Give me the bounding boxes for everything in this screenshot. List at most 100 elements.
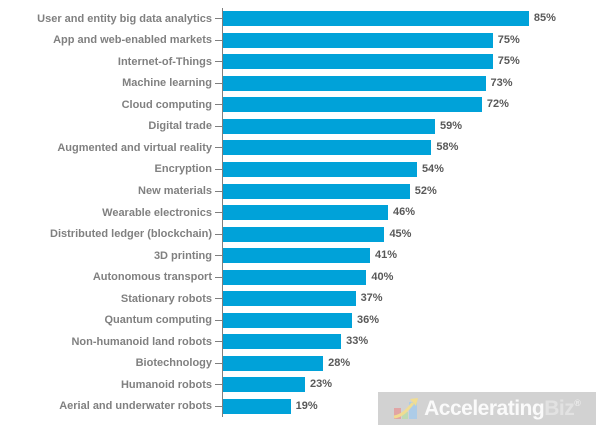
registered-trademark-symbol: ® xyxy=(574,398,581,408)
bar xyxy=(222,32,493,48)
watermark-text-accelerating: Accelerating xyxy=(424,397,545,420)
value-label: 85% xyxy=(533,12,556,25)
category-label: Digital trade xyxy=(148,120,212,133)
category-label: Internet-of-Things xyxy=(117,55,212,68)
chart-row: Aerial and underwater robots 19% xyxy=(0,396,592,418)
bar xyxy=(222,291,356,307)
bar-area: 33% xyxy=(222,334,583,350)
bar-area: 40% xyxy=(222,269,583,285)
bar-area: 36% xyxy=(222,312,583,328)
chart-row: Internet-of-Things 75% xyxy=(0,51,592,73)
bar xyxy=(222,54,493,70)
bar-area: 58% xyxy=(222,140,583,156)
axis-tick-mark xyxy=(215,168,222,170)
axis-tick-mark xyxy=(215,298,222,300)
value-label: 19% xyxy=(295,399,318,412)
chart-row: Humanoid robots 23% xyxy=(0,374,592,396)
category-label: User and entity big data analytics xyxy=(37,12,212,25)
axis-tick-mark xyxy=(215,233,222,235)
axis-tick-mark xyxy=(215,82,222,84)
axis-tick-mark xyxy=(215,212,222,214)
bar-area: 75% xyxy=(222,32,583,48)
category-label: Aerial and underwater robots xyxy=(59,400,212,413)
bar xyxy=(222,355,324,371)
bar-area: 37% xyxy=(222,291,583,307)
bar xyxy=(222,205,389,221)
category-label: Humanoid robots xyxy=(120,378,212,391)
value-label: 23% xyxy=(310,378,333,391)
category-label: Distributed ledger (blockchain) xyxy=(50,228,212,241)
bar xyxy=(222,97,482,113)
watermark-text-biz: Biz xyxy=(544,397,575,420)
bar-area: 75% xyxy=(222,54,583,70)
chart-row: Autonomous transport 40% xyxy=(0,266,592,288)
chart-row: Stationary robots 37% xyxy=(0,288,592,310)
category-label: Machine learning xyxy=(122,77,212,90)
chart-row: Non-humanoid land robots 33% xyxy=(0,331,592,353)
bar xyxy=(222,398,291,414)
category-label: Quantum computing xyxy=(104,314,212,327)
chart-row: Augmented and virtual reality 58% xyxy=(0,137,592,159)
category-label: Stationary robots xyxy=(120,292,212,305)
chart-row: Machine learning 73% xyxy=(0,73,592,95)
y-axis-line xyxy=(222,8,223,417)
axis-tick-mark xyxy=(215,147,222,149)
axis-tick-mark xyxy=(215,18,222,20)
value-label: 73% xyxy=(490,76,513,89)
category-label: Wearable electronics xyxy=(102,206,212,219)
chart-row: New materials 52% xyxy=(0,180,592,202)
category-label: Augmented and virtual reality xyxy=(57,141,212,154)
value-label: 46% xyxy=(393,206,416,219)
bar xyxy=(222,11,529,27)
axis-tick-mark xyxy=(215,362,222,364)
axis-tick-mark xyxy=(215,341,222,343)
bar xyxy=(222,183,410,199)
chart-row: Cloud computing 72% xyxy=(0,94,592,116)
axis-tick-mark xyxy=(215,405,222,407)
axis-tick-mark xyxy=(215,61,222,63)
value-label: 36% xyxy=(356,313,379,326)
bar-area: 52% xyxy=(222,183,583,199)
bar-area: 46% xyxy=(222,205,583,221)
category-label: Cloud computing xyxy=(121,98,212,111)
value-label: 59% xyxy=(439,119,463,132)
axis-tick-mark xyxy=(215,255,222,257)
bar-area: 41% xyxy=(222,248,583,264)
category-label: Biotechnology xyxy=(135,357,212,370)
value-label: 75% xyxy=(497,33,520,46)
bar-area: 85% xyxy=(222,11,583,27)
chart-row: Biotechnology 28% xyxy=(0,353,592,375)
value-label: 58% xyxy=(436,141,459,154)
value-label: 28% xyxy=(328,356,351,369)
bar-area: 73% xyxy=(222,75,583,91)
chart-row: 3D printing 41% xyxy=(0,245,592,267)
bar xyxy=(222,334,342,350)
axis-tick-mark xyxy=(215,384,222,386)
chart-row: Digital trade 59% xyxy=(0,116,592,138)
value-label: 37% xyxy=(360,292,383,305)
chart-row: App and web-enabled markets 75% xyxy=(0,30,592,52)
bar xyxy=(222,377,306,393)
bar xyxy=(222,118,435,134)
bar xyxy=(222,140,432,156)
value-label: 52% xyxy=(414,184,437,197)
bar xyxy=(222,269,367,285)
bar xyxy=(222,75,486,91)
value-label: 75% xyxy=(497,55,520,68)
chart-rows: User and entity big data analytics 85% A… xyxy=(0,8,592,417)
axis-tick-mark xyxy=(215,125,222,127)
acceleratingbiz-watermark: Accelerating Biz ® xyxy=(378,392,596,425)
category-label: 3D printing xyxy=(153,249,212,262)
chart-row: Quantum computing 36% xyxy=(0,309,592,331)
bar xyxy=(222,312,352,328)
category-label: Encryption xyxy=(154,163,212,176)
value-label: 40% xyxy=(371,270,394,283)
value-label: 54% xyxy=(421,162,444,175)
category-label: Non-humanoid land robots xyxy=(71,335,212,348)
bar-area: 45% xyxy=(222,226,583,242)
bar-area: 19% xyxy=(222,398,583,414)
bar-area: 23% xyxy=(222,377,583,393)
axis-tick-mark xyxy=(215,319,222,321)
axis-tick-mark xyxy=(215,276,222,278)
